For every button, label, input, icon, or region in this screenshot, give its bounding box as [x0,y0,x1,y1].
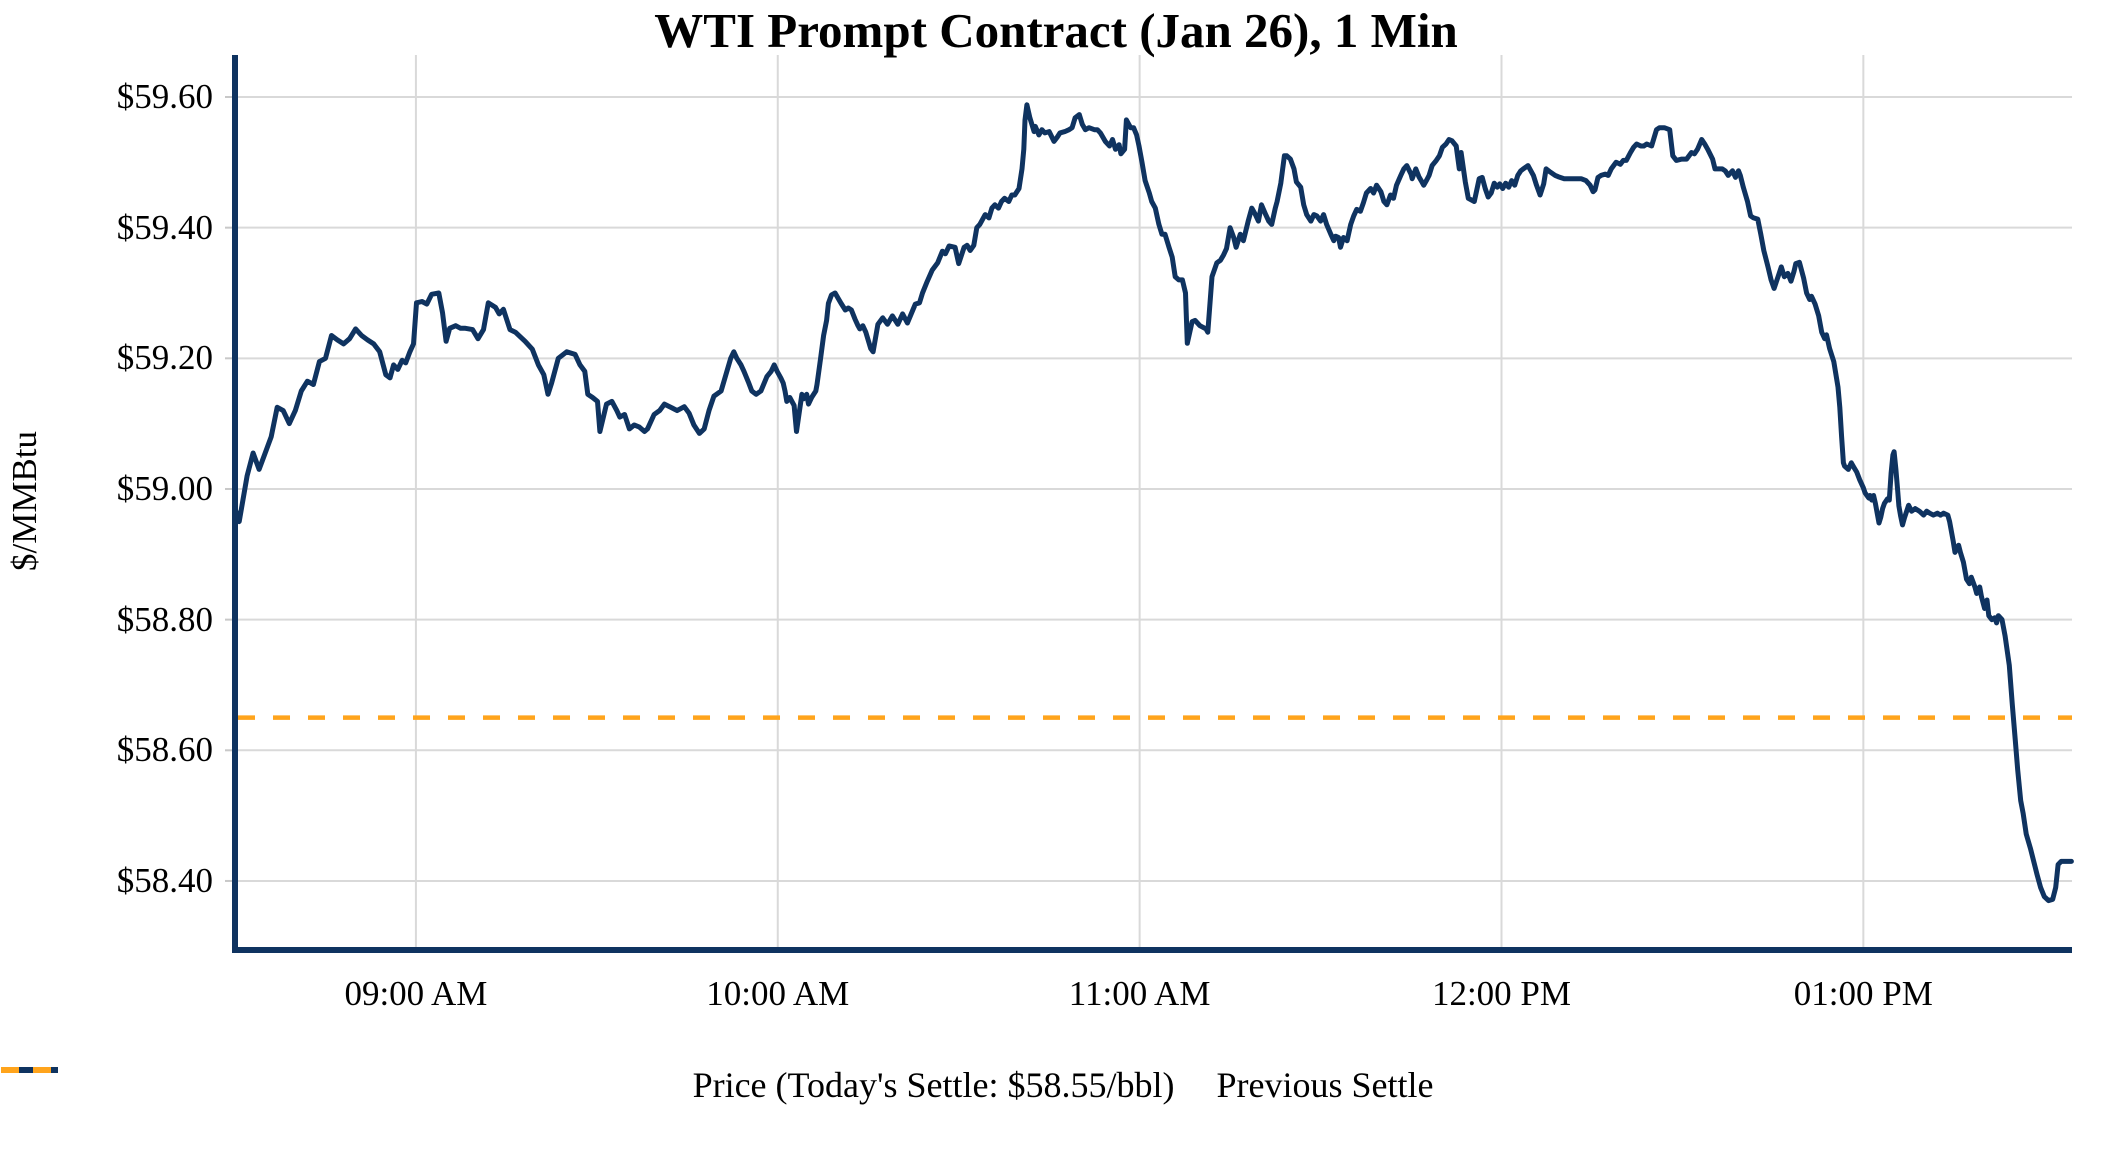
legend-label-previous-settle: Previous Settle [1216,1065,1434,1105]
y-tick-label: $58.40 [116,860,213,900]
x-tick-label: 12:00 PM [1431,974,1571,1013]
y-tick-label: $59.00 [116,468,213,508]
price-line [232,102,2074,904]
y-tick-label: $59.60 [116,77,213,116]
y-tick-label: $58.60 [116,730,213,770]
y-tick-label: $59.40 [116,207,213,247]
legend-label-price: Price (Today's Settle: $58.55/bbl) [692,1065,1175,1105]
x-tick-label: 09:00 AM [344,974,488,1013]
chart-title: WTI Prompt Contract (Jan 26), 1 Min [654,3,1458,58]
legend: Price (Today's Settle: $58.55/bbl) Previ… [0,1064,2112,1106]
x-tick-label: 01:00 PM [1793,974,1933,1013]
x-tick-label: 10:00 AM [706,974,850,1013]
y-tick-label: $59.20 [116,338,213,378]
y-tick-label: $58.80 [116,599,213,639]
x-tick-label: 11:00 AM [1068,974,1211,1013]
